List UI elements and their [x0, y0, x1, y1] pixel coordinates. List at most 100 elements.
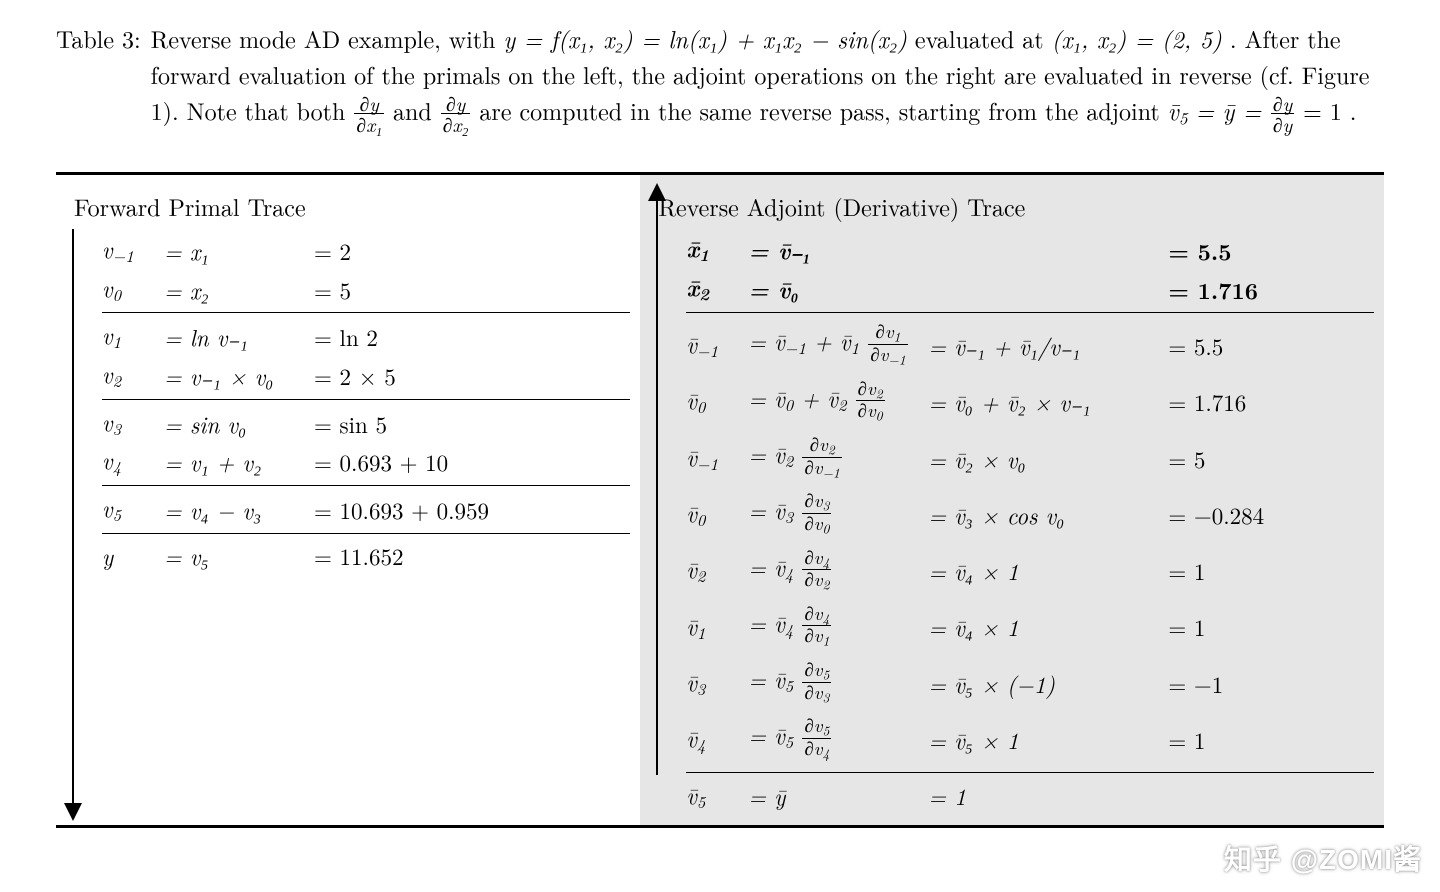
adjoint-expr: = v̄4 ∂v4∂v1 — [748, 605, 928, 649]
var-name: v−1 — [102, 237, 164, 264]
arrow-up-icon — [656, 185, 658, 775]
adjoint-expr: = v̄₀ — [748, 278, 928, 301]
adjoint-name: v̄−1 — [686, 332, 748, 359]
var-expr: = x₁ — [164, 239, 314, 262]
caption-label: Table 3: — [56, 20, 151, 56]
var-value: = 2 × 5 — [314, 364, 396, 387]
var-name: v3 — [102, 410, 164, 437]
table-row: v2= v₋₁ × v₀= 2 × 5 — [102, 356, 630, 395]
adjoint-expr: = v̄−1 + v̄1 ∂v1∂v−1 — [748, 323, 928, 367]
table-row: v̄0= v̄3 ∂v3∂v0= v̄₃ × cos v₀= −0.284 — [686, 486, 1374, 542]
var-value: = sin 5 — [314, 412, 387, 435]
adjoint-name: v̄5 — [686, 783, 748, 810]
adjoint-value: = −0.284 — [1168, 503, 1264, 526]
adjoint-simplified: = v̄₋₁ + v̄₁/v₋₁ — [928, 334, 1168, 357]
adjoint-value: = 5.5 — [1168, 334, 1223, 357]
caption-seed-one: = 1 — [1303, 93, 1342, 127]
table-row: v̄2= v̄4 ∂v4∂v2= v̄₄ × 1= 1 — [686, 543, 1374, 599]
var-expr: = v₄ − v₃ — [164, 498, 314, 521]
caption-seed-v: v̄ — [1168, 93, 1179, 127]
table-row: v3= sin v₀= sin 5 — [102, 404, 630, 443]
var-value: = ln 2 — [314, 325, 378, 348]
var-name: v4 — [102, 448, 164, 475]
adjoint-expr: = v̄5 ∂v5∂v4 — [748, 717, 928, 761]
forward-rows: v−1= x₁= 2v0= x₂= 5v1= ln v₋₁= ln 2v2= v… — [102, 231, 630, 573]
forward-title: Forward Primal Trace — [74, 189, 630, 223]
table-row: v̄−1= v̄2 ∂v2∂v−1= v̄₂ × v₀= 5 — [686, 430, 1374, 486]
adjoint-simplified: = v̄₂ × v₀ — [928, 447, 1168, 470]
var-value: = 5 — [314, 278, 351, 301]
table-row: y= v₅= 11.652 — [102, 538, 630, 573]
adjoint-value: = 1 — [1168, 615, 1205, 638]
caption-text: Reverse mode AD example, with — [151, 21, 504, 55]
reverse-rows: x̄1= v̄₋₁= 5.5x̄2= v̄₀= 1.716v̄−1= v̄−1 … — [686, 231, 1374, 815]
adjoint-simplified: = v̄₄ × 1 — [928, 559, 1168, 582]
partial-dydx2: ∂y∂x₂ — [441, 93, 471, 135]
caption-text: . — [1350, 93, 1357, 127]
caption-seed-sub: 5 — [1179, 106, 1188, 130]
caption-eq: y = f(x₁, x₂) = ln(x₁) + x₁x₂ − sin(x₂) — [503, 21, 906, 55]
arrow-down-icon — [72, 229, 74, 819]
divider — [686, 312, 1374, 313]
table-caption: Table 3: Reverse mode AD example, with y… — [56, 20, 1384, 136]
adjoint-name: v̄−1 — [686, 445, 748, 472]
watermark: 知乎 @ZOMI酱 — [1224, 838, 1422, 878]
var-expr: = v₅ — [164, 544, 314, 567]
table-row: v̄5= ȳ= 1 — [686, 777, 1374, 816]
caption-text: are computed in the same reverse pass, s… — [479, 93, 1167, 127]
adjoint-name: v̄1 — [686, 614, 748, 641]
frac-den: ∂x₂ — [441, 114, 471, 135]
adjoint-simplified: = 1 — [928, 784, 1168, 807]
table-row: v̄−1= v̄−1 + v̄1 ∂v1∂v−1= v̄₋₁ + v̄₁/v₋₁… — [686, 317, 1374, 373]
traces-table: Forward Primal Trace v−1= x₁= 2v0= x₂= 5… — [56, 172, 1384, 828]
divider — [102, 399, 630, 400]
caption-point: (x₁, x₂) = (2, 5) — [1052, 21, 1222, 55]
caption-text: evaluated at — [915, 21, 1052, 55]
adjoint-expr: = v̄₋₁ — [748, 239, 928, 262]
forward-trace-column: Forward Primal Trace v−1= x₁= 2v0= x₂= 5… — [56, 175, 640, 825]
adjoint-simplified: = v̄₀ + v̄₂ × v₋₁ — [928, 390, 1168, 413]
adjoint-expr: = v̄2 ∂v2∂v−1 — [748, 436, 928, 480]
adjoint-value: = 1 — [1168, 559, 1205, 582]
adjoint-name: v̄3 — [686, 670, 748, 697]
adjoint-expr: = v̄5 ∂v5∂v3 — [748, 661, 928, 705]
adjoint-expr: = v̄3 ∂v3∂v0 — [748, 492, 928, 536]
var-expr: = ln v₋₁ — [164, 325, 314, 348]
adjoint-expr: = v̄0 + v̄2 ∂v2∂v0 — [748, 380, 928, 424]
table-row: v̄1= v̄4 ∂v4∂v1= v̄₄ × 1= 1 — [686, 599, 1374, 655]
reverse-trace-column: Reverse Adjoint (Derivative) Trace x̄1= … — [640, 175, 1384, 825]
table-row: v−1= x₁= 2 — [102, 231, 630, 270]
adjoint-name: v̄2 — [686, 557, 748, 584]
caption-seed-eq: = ȳ = — [1196, 93, 1270, 127]
table-row: v̄4= v̄5 ∂v5∂v4= v̄₅ × 1= 1 — [686, 711, 1374, 767]
var-expr: = v₋₁ × v₀ — [164, 364, 314, 387]
adjoint-simplified: = v̄₄ × 1 — [928, 615, 1168, 638]
var-value: = 0.693 + 10 — [314, 450, 448, 473]
table-row: v5= v₄ − v₃= 10.693 + 0.959 — [102, 490, 630, 529]
adjoint-value: = 1.716 — [1168, 390, 1246, 413]
adjoint-name: v̄0 — [686, 388, 748, 415]
var-name: v5 — [102, 496, 164, 523]
var-value: = 10.693 + 0.959 — [314, 498, 489, 521]
adjoint-value: = 1 — [1168, 728, 1205, 751]
var-value: = 11.652 — [314, 544, 403, 567]
adjoint-value: = 1.716 — [1168, 278, 1258, 301]
adjoint-value: = 5.5 — [1168, 239, 1231, 262]
adjoint-value: = 5 — [1168, 447, 1205, 470]
table-row: v̄0= v̄0 + v̄2 ∂v2∂v0= v̄₀ + v̄₂ × v₋₁= … — [686, 374, 1374, 430]
caption-body: Reverse mode AD example, with y = f(x₁, … — [151, 20, 1384, 136]
adjoint-name: x̄1 — [686, 237, 748, 264]
table-row: x̄1= v̄₋₁ = 5.5 — [686, 231, 1374, 270]
adjoint-simplified: = v̄₃ × cos v₀ — [928, 503, 1168, 526]
table-row: v0= x₂= 5 — [102, 270, 630, 309]
adjoint-simplified: = v̄₅ × 1 — [928, 728, 1168, 751]
var-value: = 2 — [314, 239, 351, 262]
adjoint-name: v̄0 — [686, 501, 748, 528]
table-row: v4= v₁ + v₂= 0.693 + 10 — [102, 442, 630, 481]
adjoint-name: x̄2 — [686, 276, 748, 303]
page: Table 3: Reverse mode AD example, with y… — [0, 0, 1440, 892]
adjoint-expr: = ȳ — [748, 784, 928, 807]
frac-den: ∂x₁ — [354, 114, 384, 135]
var-name: v2 — [102, 362, 164, 389]
var-expr: = sin v₀ — [164, 412, 314, 435]
